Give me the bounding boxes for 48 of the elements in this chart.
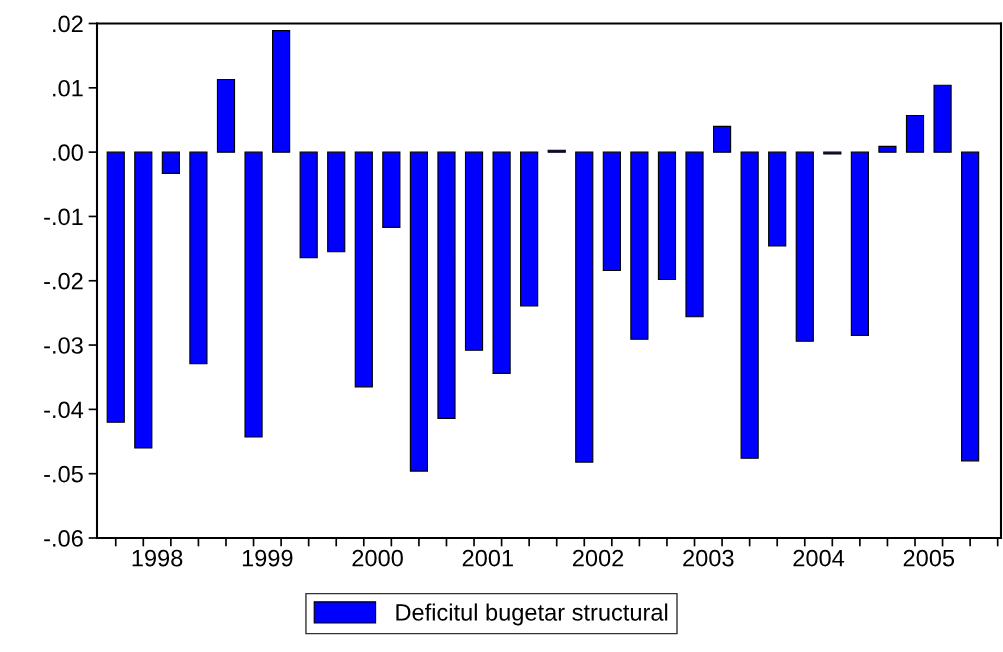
y-tick-label: -.01 xyxy=(44,208,83,226)
bar xyxy=(134,151,153,449)
x-tick-label: 2004 xyxy=(793,549,845,567)
bar xyxy=(216,78,236,153)
x-tick-label: 2001 xyxy=(462,549,513,567)
bar xyxy=(795,151,814,342)
x-tick-label: 2005 xyxy=(903,549,955,567)
bar xyxy=(602,151,621,272)
y-tick-label: .01 xyxy=(53,79,83,97)
bar xyxy=(354,151,373,388)
y-tick-label: -.03 xyxy=(44,337,83,354)
bar xyxy=(575,151,594,463)
x-tick-label: 1999 xyxy=(242,549,293,567)
y-tick-label: .02 xyxy=(53,15,83,33)
y-tick-label: -.02 xyxy=(44,272,83,290)
bar xyxy=(244,151,263,438)
x-tick-label: 1998 xyxy=(132,549,183,567)
bar xyxy=(492,151,511,374)
bar xyxy=(106,151,125,423)
bar xyxy=(768,151,787,247)
y-tick-label: -.04 xyxy=(44,401,84,419)
y-tick-label: .00 xyxy=(53,144,83,161)
bar xyxy=(520,151,539,307)
bar xyxy=(437,151,456,419)
bar xyxy=(630,151,649,340)
bar xyxy=(850,151,869,336)
bar xyxy=(740,151,759,459)
legend-label: Deficitul bugetar structural xyxy=(396,603,668,626)
bar xyxy=(382,151,401,228)
bar xyxy=(961,151,980,462)
bar xyxy=(272,30,291,153)
x-tick-label: 2003 xyxy=(683,549,734,567)
bar xyxy=(878,145,897,153)
bar xyxy=(189,151,208,365)
bar xyxy=(464,151,484,351)
y-tick-label: -.05 xyxy=(44,465,83,483)
bar xyxy=(161,151,180,174)
bar xyxy=(299,151,318,259)
x-tick-label: 2000 xyxy=(352,549,403,567)
x-tick-label: 2002 xyxy=(572,549,624,567)
bar xyxy=(905,114,925,153)
bar xyxy=(657,151,677,281)
bar xyxy=(685,151,704,318)
bar xyxy=(933,84,952,153)
bar xyxy=(327,151,346,253)
bar xyxy=(409,151,429,472)
bar xyxy=(712,125,732,153)
y-tick-label: -.06 xyxy=(44,530,83,547)
